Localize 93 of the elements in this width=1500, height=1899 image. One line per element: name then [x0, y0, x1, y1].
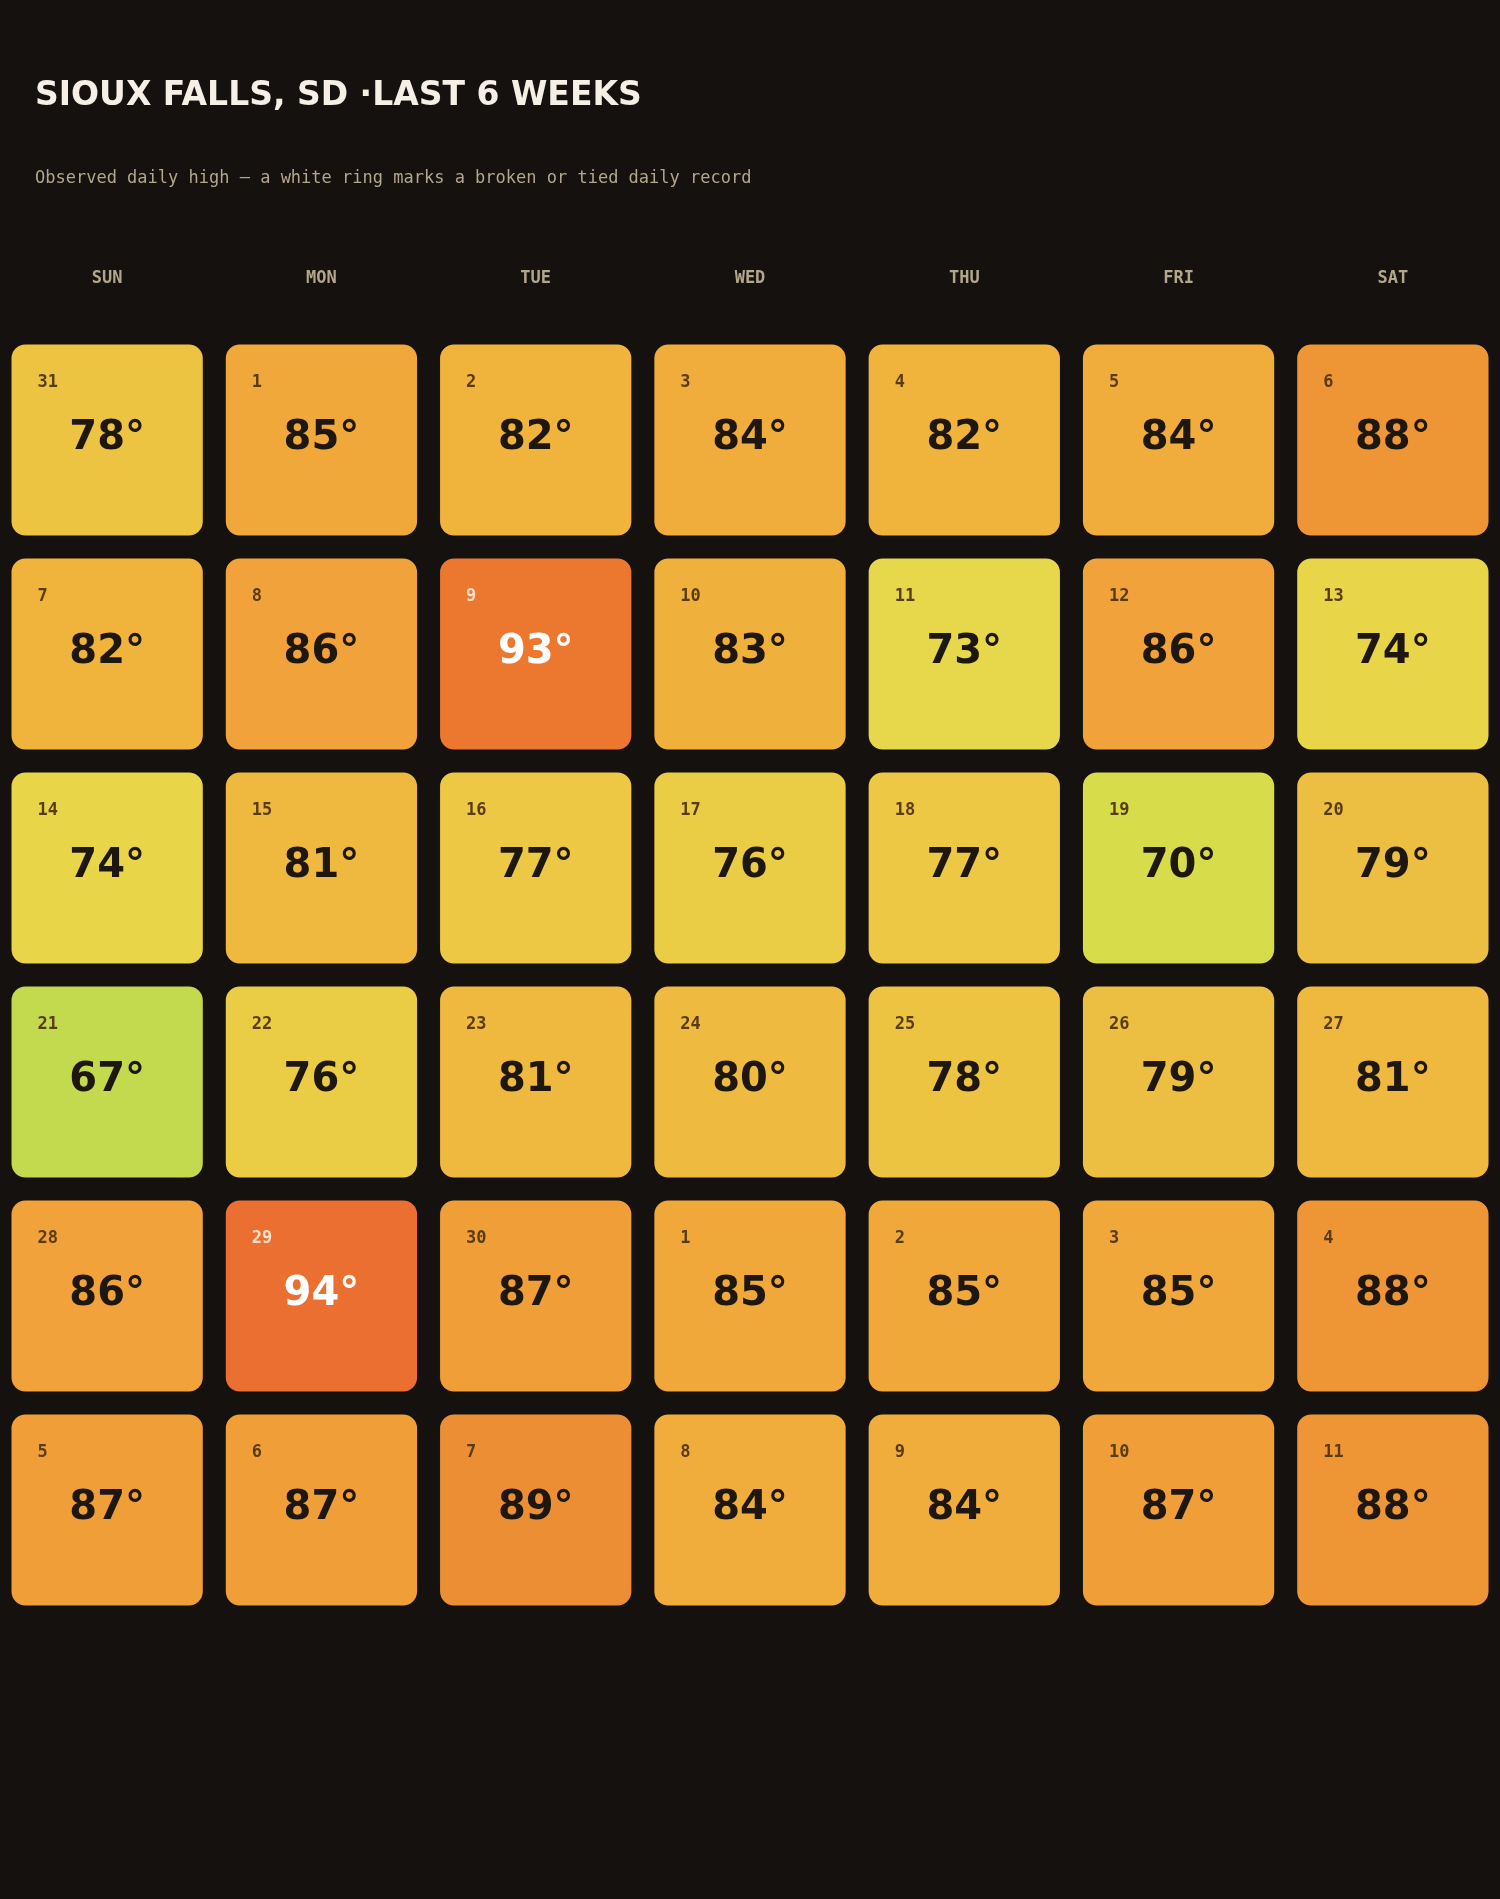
annotation: 21	[37, 1012, 58, 1033]
annotation: 8	[680, 1440, 691, 1461]
annotation: 6	[251, 1440, 263, 1461]
data-label: 74°	[69, 840, 145, 886]
annotation: 19	[1108, 798, 1130, 819]
data-label: 85°	[1140, 1268, 1217, 1314]
annotation: 14	[37, 798, 58, 819]
data-label: 85°	[926, 1268, 1003, 1314]
annotation: 11	[1323, 1440, 1344, 1461]
x-tick-label: SAT	[1377, 266, 1409, 287]
annotation: 7	[466, 1440, 477, 1461]
data-label: 85°	[283, 412, 360, 458]
data-label: 80°	[712, 1054, 788, 1100]
data-label: 74°	[1355, 626, 1431, 672]
data-label: 86°	[69, 1268, 145, 1314]
annotation: 9	[466, 584, 477, 605]
data-label: 70°	[1140, 840, 1217, 886]
annotation: 18	[894, 798, 916, 819]
data-label: 78°	[926, 1054, 1003, 1100]
annotation: 28	[37, 1226, 58, 1247]
chart-subtitle: Observed daily high — a white ring marks a broken or tied daily record	[35, 166, 752, 187]
data-label: 87°	[497, 1268, 574, 1314]
annotation: 10	[680, 584, 701, 605]
annotation: 4	[1323, 1226, 1334, 1247]
data-label: 88°	[1355, 1268, 1431, 1314]
data-label: 88°	[1355, 412, 1431, 458]
data-label: 84°	[926, 1482, 1003, 1528]
x-tick-label: WED	[734, 266, 766, 287]
x-tick-label: THU	[948, 266, 980, 287]
annotation: 31	[37, 370, 58, 391]
annotation: 1	[680, 1226, 691, 1247]
data-label: 81°	[497, 1054, 574, 1100]
data-label: 76°	[283, 1054, 360, 1100]
x-tick-label: SUN	[91, 266, 123, 287]
data-label: 87°	[69, 1482, 145, 1528]
data-label: 79°	[1355, 840, 1431, 886]
data-label: 77°	[926, 840, 1003, 886]
data-label: 73°	[926, 626, 1003, 672]
data-label: 76°	[712, 840, 788, 886]
data-label: 87°	[283, 1482, 360, 1528]
annotation: 12	[1108, 584, 1130, 605]
annotation: 5	[37, 1440, 48, 1461]
annotation: 26	[1108, 1012, 1130, 1033]
data-label: 84°	[712, 1482, 788, 1528]
annotation: 17	[680, 798, 701, 819]
data-label: 84°	[712, 412, 788, 458]
chart-title: SIOUX FALLS, SD ·LAST 6 WEEKS	[35, 74, 642, 113]
x-tick-label: MON	[306, 266, 337, 287]
annotation: 23	[466, 1012, 487, 1033]
data-label: 88°	[1355, 1482, 1431, 1528]
annotation: 3	[1108, 1226, 1120, 1247]
data-label: 83°	[712, 626, 788, 672]
annotation: 22	[251, 1012, 273, 1033]
annotation: 20	[1323, 798, 1344, 819]
annotation: 8	[251, 584, 263, 605]
annotation: 30	[466, 1226, 487, 1247]
data-label: 81°	[1355, 1054, 1431, 1100]
data-label: 82°	[926, 412, 1003, 458]
data-label: 82°	[497, 412, 574, 458]
data-label: 94°	[283, 1268, 360, 1314]
annotation: 5	[1108, 370, 1120, 391]
data-label: 86°	[1140, 626, 1217, 672]
data-label: 84°	[1140, 412, 1217, 458]
x-tick-label: FRI	[1163, 266, 1194, 287]
annotation: 24	[680, 1012, 701, 1033]
data-label: 81°	[283, 840, 360, 886]
data-label: 82°	[69, 626, 145, 672]
annotation: 16	[466, 798, 487, 819]
annotation: 4	[894, 370, 905, 391]
data-label: 67°	[69, 1054, 145, 1100]
annotation: 27	[1323, 1012, 1344, 1033]
annotation: 25	[894, 1012, 916, 1033]
annotation: 3	[680, 370, 691, 391]
annotation: 15	[251, 798, 273, 819]
annotation: 6	[1323, 370, 1334, 391]
data-label: 86°	[283, 626, 360, 672]
data-label: 87°	[1140, 1482, 1217, 1528]
data-label: 77°	[497, 840, 574, 886]
data-label: 78°	[69, 412, 145, 458]
annotation: 2	[466, 370, 477, 391]
annotation: 9	[894, 1440, 905, 1461]
data-label: 79°	[1140, 1054, 1217, 1100]
annotation: 7	[37, 584, 48, 605]
data-label: 89°	[497, 1482, 574, 1528]
annotation: 1	[251, 370, 263, 391]
x-tick-label: TUE	[520, 266, 552, 287]
annotation: 13	[1323, 584, 1344, 605]
annotation: 10	[1108, 1440, 1130, 1461]
data-label: 93°	[497, 626, 574, 672]
annotation: 2	[894, 1226, 905, 1247]
data-label: 85°	[712, 1268, 788, 1314]
annotation: 11	[894, 584, 916, 605]
annotation: 29	[251, 1226, 273, 1247]
